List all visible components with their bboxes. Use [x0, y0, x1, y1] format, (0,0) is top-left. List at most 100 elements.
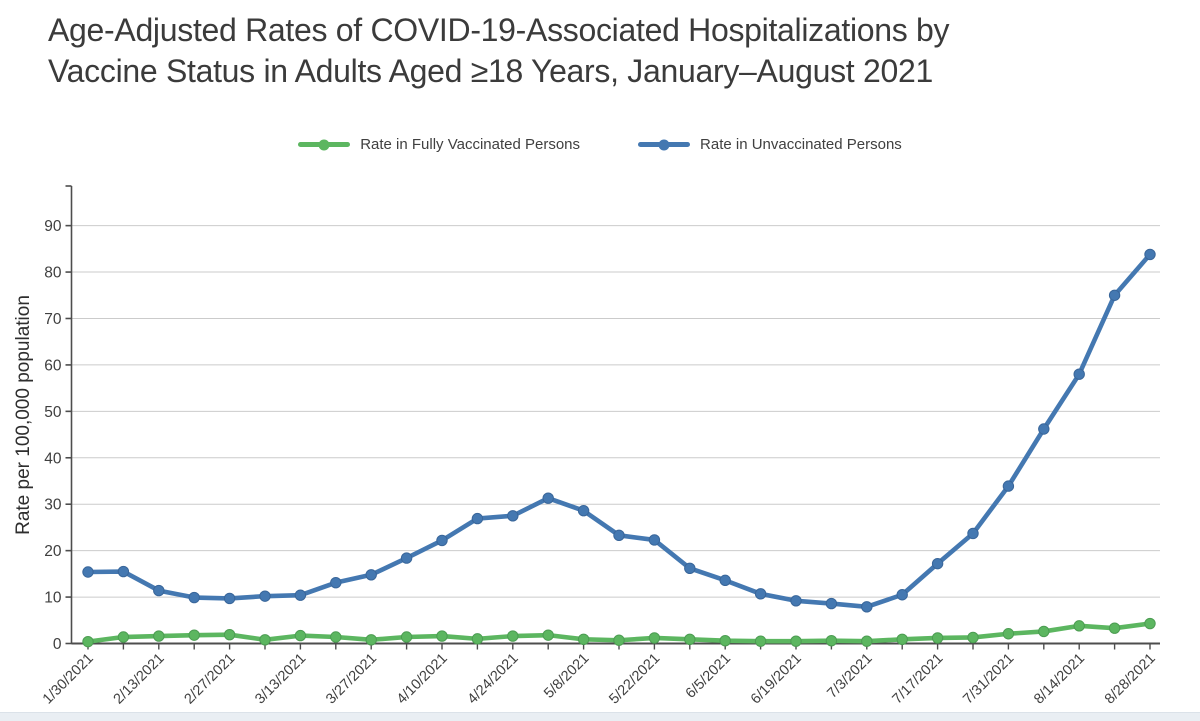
y-tick-label-30: 30 [44, 497, 62, 514]
data-point-unvaccinated-7/31/2021[interactable] [1002, 480, 1015, 492]
data-point-fully-vaccinated-4/17/2021[interactable] [471, 633, 484, 645]
data-point-fully-vaccinated-2/20/2021[interactable] [188, 629, 200, 641]
data-point-fully-vaccinated-7/31/2021[interactable] [1002, 628, 1015, 640]
y-axis-title: Rate per 100,000 population [13, 295, 34, 535]
data-point-fully-vaccinated-7/17/2021[interactable] [931, 632, 944, 644]
data-point-unvaccinated-6/19/2021[interactable] [790, 595, 802, 607]
data-point-unvaccinated-8/7/2021[interactable] [1038, 423, 1050, 435]
chart-title: Age-Adjusted Rates of COVID-19-Associate… [48, 10, 1188, 92]
data-point-fully-vaccinated-6/5/2021[interactable] [719, 635, 731, 647]
data-point-fully-vaccinated-8/21/2021[interactable] [1108, 622, 1121, 634]
data-point-unvaccinated-3/27/2021[interactable] [365, 569, 377, 581]
data-point-fully-vaccinated-2/6/2021[interactable] [117, 631, 130, 643]
data-point-unvaccinated-2/6/2021[interactable] [117, 565, 130, 578]
data-point-unvaccinated-4/3/2021[interactable] [400, 552, 413, 564]
x-tick-label-3/27/2021: 3/27/2021 [323, 651, 380, 708]
data-point-fully-vaccinated-5/8/2021[interactable] [577, 633, 590, 646]
data-point-unvaccinated-6/12/2021[interactable] [754, 588, 767, 600]
data-point-fully-vaccinated-7/3/2021[interactable] [861, 635, 873, 647]
data-point-unvaccinated-5/1/2021[interactable] [542, 492, 554, 504]
data-point-unvaccinated-6/26/2021[interactable] [825, 597, 838, 610]
x-tick-label-3/13/2021: 3/13/2021 [252, 651, 309, 708]
x-tick-label-4/24/2021: 4/24/2021 [465, 651, 522, 708]
chart-legend: Rate in Fully Vaccinated Persons Rate in… [0, 136, 1200, 153]
data-point-fully-vaccinated-5/15/2021[interactable] [613, 634, 625, 646]
data-point-fully-vaccinated-5/22/2021[interactable] [648, 632, 661, 644]
data-point-unvaccinated-5/8/2021[interactable] [577, 505, 590, 517]
page-bottom-strip [0, 712, 1200, 721]
y-tick-label-0: 0 [53, 636, 62, 653]
data-point-fully-vaccinated-8/14/2021[interactable] [1073, 620, 1085, 632]
data-point-fully-vaccinated-6/12/2021[interactable] [754, 635, 767, 647]
data-point-unvaccinated-4/17/2021[interactable] [471, 512, 484, 525]
legend-line-marker-blue-icon [638, 139, 691, 150]
data-point-fully-vaccinated-3/13/2021[interactable] [294, 629, 307, 642]
legend-item-fully-vaccinated[interactable]: Rate in Fully Vaccinated Persons [298, 136, 580, 153]
chart-title-line-2: Vaccine Status in Adults Aged ≥18 Years,… [48, 53, 933, 89]
data-point-fully-vaccinated-2/27/2021[interactable] [223, 628, 236, 641]
x-tick-label-7/3/2021: 7/3/2021 [824, 651, 875, 702]
x-tick-label-5/8/2021: 5/8/2021 [541, 651, 592, 702]
x-tick-label-8/14/2021: 8/14/2021 [1031, 651, 1088, 708]
data-point-fully-vaccinated-3/6/2021[interactable] [259, 634, 271, 646]
legend-dot-green-icon [318, 139, 330, 150]
data-point-fully-vaccinated-1/30/2021[interactable] [82, 635, 94, 648]
y-tick-label-60: 60 [44, 357, 62, 374]
data-point-unvaccinated-8/28/2021[interactable] [1144, 248, 1156, 261]
data-point-unvaccinated-7/10/2021[interactable] [896, 589, 908, 601]
data-point-unvaccinated-4/24/2021[interactable] [507, 510, 519, 522]
x-tick-label-1/30/2021: 1/30/2021 [40, 651, 97, 708]
data-point-unvaccinated-4/10/2021[interactable] [436, 534, 448, 547]
data-point-unvaccinated-1/30/2021[interactable] [82, 566, 94, 578]
y-tick-label-50: 50 [44, 404, 62, 421]
data-point-unvaccinated-7/24/2021[interactable] [967, 527, 979, 540]
data-point-fully-vaccinated-3/20/2021[interactable] [330, 631, 342, 643]
data-point-unvaccinated-5/22/2021[interactable] [648, 534, 661, 546]
data-point-fully-vaccinated-3/27/2021[interactable] [365, 634, 377, 646]
legend-label-unvaccinated: Rate in Unvaccinated Persons [700, 136, 902, 153]
x-tick-label-6/5/2021: 6/5/2021 [683, 651, 734, 702]
data-point-unvaccinated-3/6/2021[interactable] [259, 590, 271, 602]
data-point-unvaccinated-8/21/2021[interactable] [1108, 289, 1121, 301]
data-point-fully-vaccinated-2/13/2021[interactable] [153, 630, 165, 642]
y-tick-label-90: 90 [44, 218, 62, 235]
data-point-fully-vaccinated-5/1/2021[interactable] [542, 629, 554, 641]
data-point-fully-vaccinated-7/24/2021[interactable] [967, 631, 979, 644]
data-point-fully-vaccinated-4/24/2021[interactable] [507, 630, 519, 642]
legend-item-unvaccinated[interactable]: Rate in Unvaccinated Persons [638, 136, 902, 153]
x-tick-label-5/22/2021: 5/22/2021 [606, 651, 663, 708]
data-point-fully-vaccinated-4/3/2021[interactable] [400, 631, 413, 643]
y-tick-label-40: 40 [44, 450, 62, 467]
series-line-unvaccinated [85, 252, 1153, 610]
data-point-unvaccinated-8/14/2021[interactable] [1073, 368, 1085, 380]
data-point-fully-vaccinated-6/26/2021[interactable] [825, 635, 838, 647]
x-tick-label-4/10/2021: 4/10/2021 [394, 651, 451, 708]
data-point-unvaccinated-2/20/2021[interactable] [188, 591, 200, 604]
data-point-fully-vaccinated-8/7/2021[interactable] [1038, 625, 1050, 638]
legend-label-fully-vaccinated: Rate in Fully Vaccinated Persons [360, 136, 581, 153]
legend-dot-blue-icon [658, 139, 670, 150]
x-tick-label-8/28/2021: 8/28/2021 [1102, 651, 1159, 708]
y-tick-label-20: 20 [44, 543, 62, 560]
x-tick-label-2/13/2021: 2/13/2021 [111, 651, 168, 708]
data-point-unvaccinated-2/27/2021[interactable] [223, 592, 236, 605]
data-point-unvaccinated-7/17/2021[interactable] [931, 557, 944, 570]
data-point-fully-vaccinated-7/10/2021[interactable] [896, 633, 908, 646]
data-point-unvaccinated-6/5/2021[interactable] [719, 574, 731, 587]
y-tick-label-10: 10 [44, 590, 62, 607]
data-point-unvaccinated-5/29/2021[interactable] [684, 562, 696, 574]
x-tick-label-6/19/2021: 6/19/2021 [748, 651, 805, 708]
data-point-fully-vaccinated-4/10/2021[interactable] [436, 630, 448, 642]
x-tick-label-7/17/2021: 7/17/2021 [889, 651, 946, 708]
data-point-fully-vaccinated-5/29/2021[interactable] [684, 633, 696, 646]
data-point-unvaccinated-7/3/2021[interactable] [861, 601, 873, 613]
data-point-unvaccinated-3/13/2021[interactable] [294, 589, 307, 601]
data-point-unvaccinated-5/15/2021[interactable] [613, 529, 625, 542]
data-point-unvaccinated-3/20/2021[interactable] [330, 576, 342, 589]
chart-title-line-1: Age-Adjusted Rates of COVID-19-Associate… [48, 12, 950, 48]
data-point-fully-vaccinated-6/19/2021[interactable] [790, 635, 802, 647]
x-tick-label-7/31/2021: 7/31/2021 [960, 651, 1017, 708]
data-point-unvaccinated-2/13/2021[interactable] [153, 584, 165, 597]
data-point-fully-vaccinated-8/28/2021[interactable] [1144, 617, 1156, 630]
